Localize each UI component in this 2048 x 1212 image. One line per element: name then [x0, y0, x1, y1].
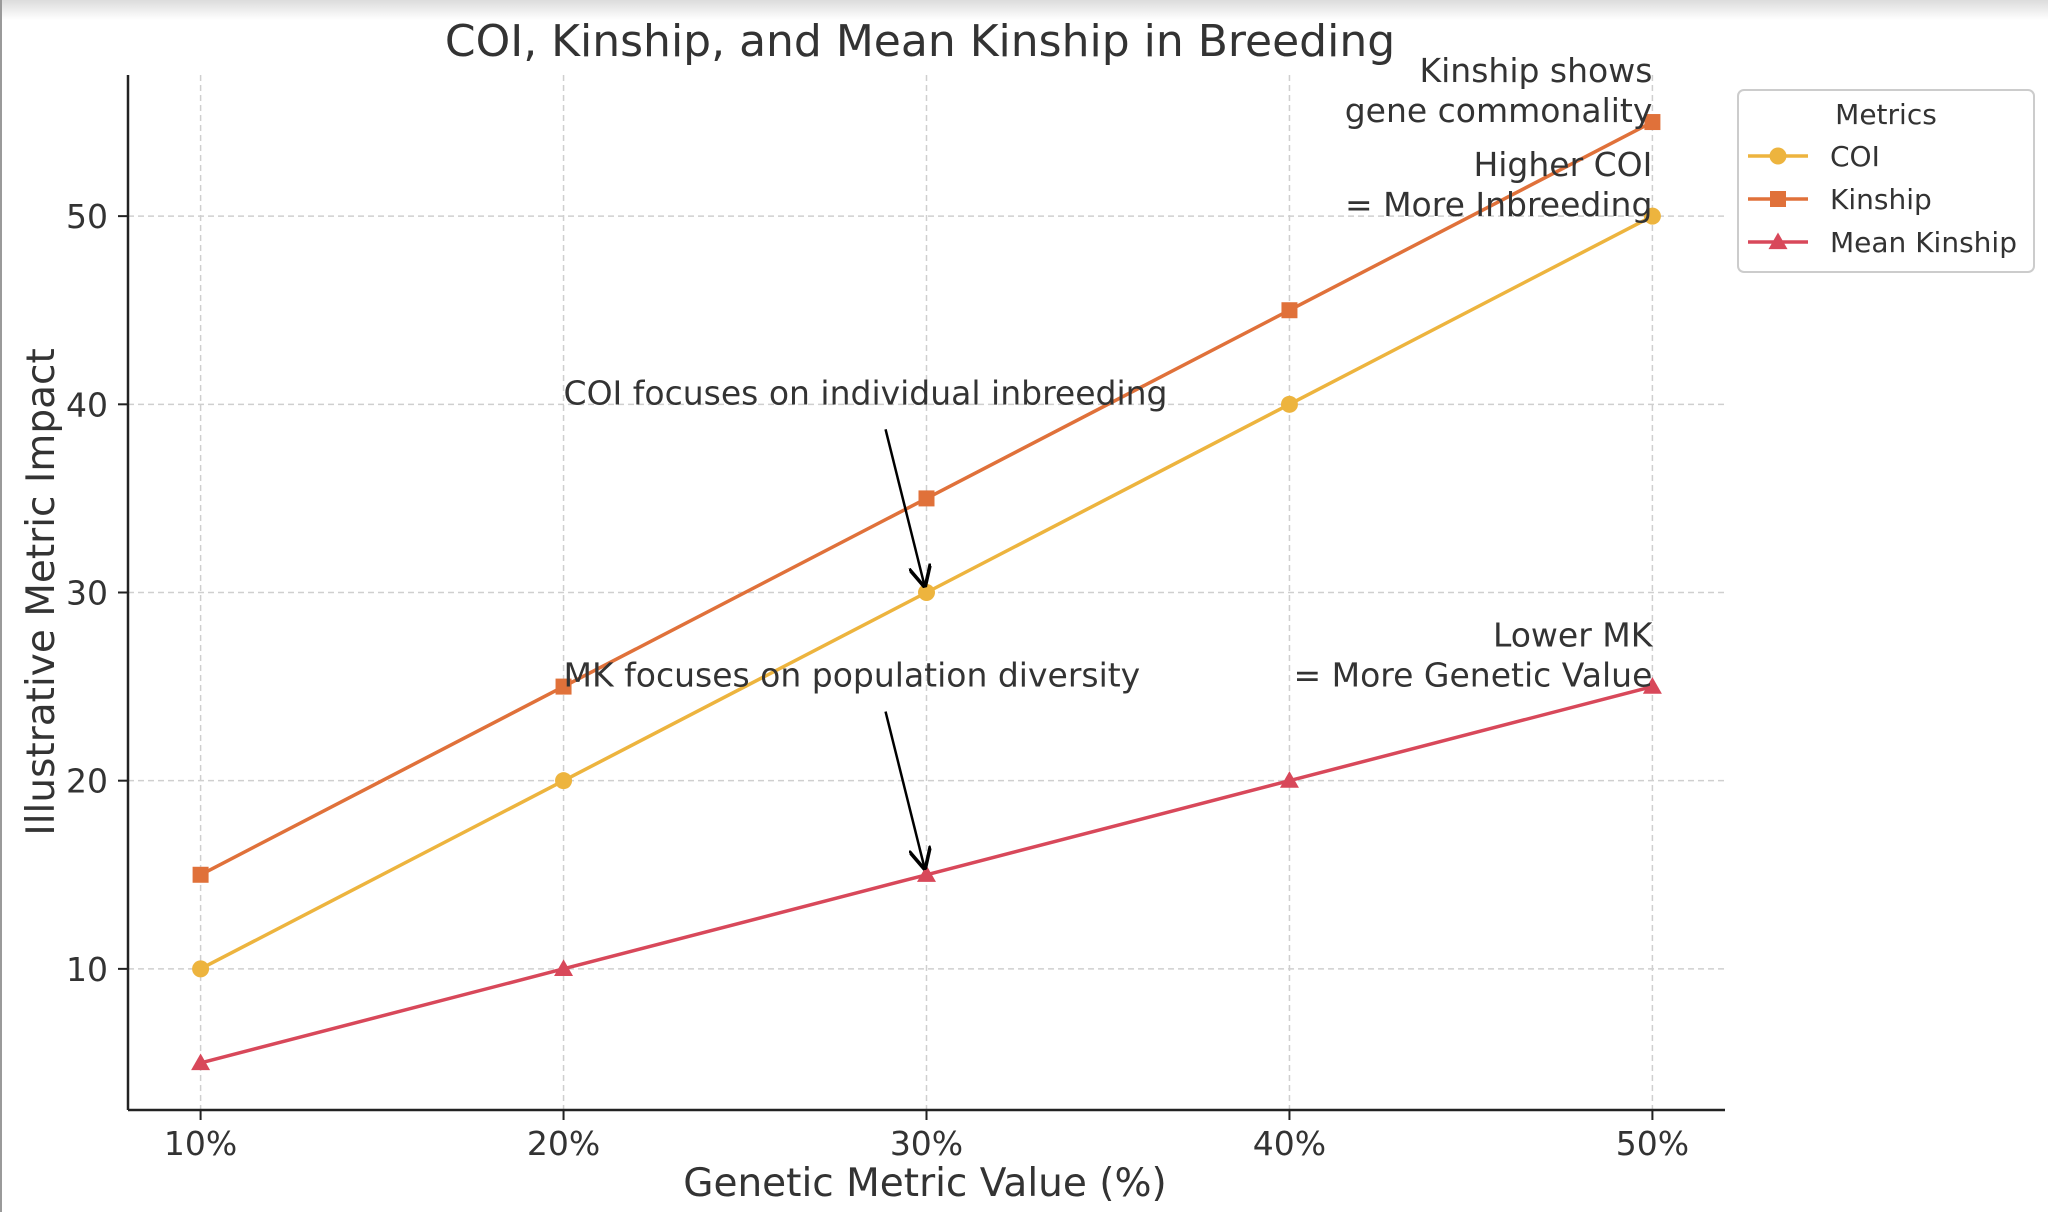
y-ticks: 10 20 30 40 50 — [66, 197, 128, 989]
legend-label: COI — [1830, 140, 1880, 173]
data-point-mean-kinship — [1642, 677, 1662, 694]
annotation-coi-note: COI focuses on individual inbreeding — [564, 373, 1168, 585]
annotation-arrow — [884, 711, 925, 868]
annotation-text: MK focuses on population diversity — [564, 656, 1141, 695]
legend-box — [1737, 89, 2035, 273]
annotation-text: Kinship shows — [1419, 51, 1652, 90]
annotation-text: Higher COI — [1473, 145, 1652, 184]
legend-entry-coi: COI — [1748, 140, 1880, 173]
legend-swatch-marker — [1768, 232, 1788, 250]
x-axis-label: Genetic Metric Value (%) — [683, 1161, 1167, 1206]
annotation-text: gene commonality — [1345, 91, 1653, 130]
y-axis-label: Illustrative Metric Impact — [19, 348, 64, 836]
data-point-coi — [555, 772, 573, 790]
y-tick-label: 30 — [66, 574, 108, 613]
data-point-kinship — [1281, 302, 1298, 319]
y-tick-label: 50 — [66, 197, 108, 236]
y-tick-label: 40 — [66, 385, 108, 424]
data-point-mean-kinship — [554, 959, 574, 976]
data-point-mean-kinship — [1279, 771, 1299, 788]
window-left-edge — [0, 0, 2, 1212]
y-tick-label: 10 — [66, 950, 108, 989]
annotation-text: Lower MK — [1493, 616, 1654, 655]
series-coi — [192, 207, 1661, 978]
data-point-kinship — [1644, 114, 1661, 131]
data-point-kinship — [192, 866, 209, 883]
x-tick-label: 50% — [1616, 1124, 1689, 1163]
x-tick-label: 30% — [890, 1124, 963, 1163]
annotation-arrow — [884, 429, 925, 585]
data-point-coi — [1280, 395, 1298, 413]
annotations: COI focuses on individual inbreeding MK f… — [564, 51, 1654, 868]
x-tick-label: 20% — [527, 1124, 600, 1163]
legend-title: Metrics — [1835, 98, 1937, 131]
legend-swatch-marker — [1769, 147, 1787, 165]
series — [191, 114, 1662, 1071]
legend: Metrics COI Kinship Mean Kinship — [1737, 89, 2035, 273]
legend-label: Mean Kinship — [1830, 226, 2017, 259]
data-point-coi — [918, 584, 935, 601]
grid-lines — [128, 75, 1725, 1110]
legend-swatch-marker — [1770, 191, 1786, 207]
x-tick-label: 40% — [1253, 1124, 1326, 1163]
series-kinship — [192, 114, 1661, 883]
y-tick-label: 20 — [66, 762, 108, 801]
data-point-coi — [1643, 207, 1661, 225]
data-point-mean-kinship — [917, 865, 936, 882]
annotation-lower-mk-note: Lower MK= More Genetic Value — [1294, 616, 1654, 695]
x-ticks: 10% 20% 30% 40% 50% — [164, 1110, 1689, 1163]
chart-title: COI, Kinship, and Mean Kinship in Breedi… — [445, 16, 1395, 67]
data-point-kinship — [918, 490, 935, 507]
annotation-text: = More Inbreeding — [1345, 185, 1652, 224]
data-point-mean-kinship — [191, 1053, 211, 1071]
series-mean-kinship — [191, 677, 1662, 1071]
annotation-text: COI focuses on individual inbreeding — [564, 373, 1168, 412]
x-tick-label: 10% — [164, 1124, 237, 1163]
annotation-mk-note: MK focuses on population diversity — [564, 656, 1141, 868]
data-point-coi — [192, 960, 210, 978]
legend-entries: COI Kinship Mean Kinship — [1748, 140, 2017, 259]
legend-entry-mean-kinship: Mean Kinship — [1748, 226, 2017, 259]
legend-label: Kinship — [1830, 183, 1932, 216]
legend-entry-kinship: Kinship — [1748, 183, 1932, 216]
data-point-kinship — [555, 678, 572, 695]
window-top-shadow — [0, 0, 2048, 20]
annotation-text: = More Genetic Value — [1294, 656, 1653, 695]
annotation-higher-coi-note: Higher COI= More Inbreeding — [1345, 145, 1652, 224]
